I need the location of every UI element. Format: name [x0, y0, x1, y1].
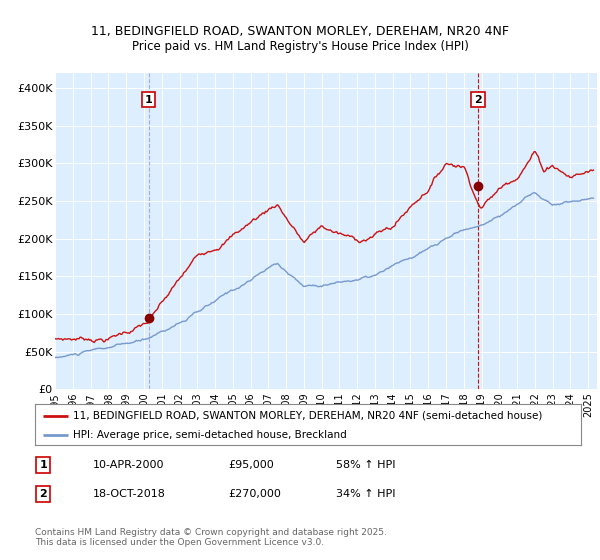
Text: 11, BEDINGFIELD ROAD, SWANTON MORLEY, DEREHAM, NR20 4NF: 11, BEDINGFIELD ROAD, SWANTON MORLEY, DE… [91, 25, 509, 38]
Text: 11, BEDINGFIELD ROAD, SWANTON MORLEY, DEREHAM, NR20 4NF (semi-detached house): 11, BEDINGFIELD ROAD, SWANTON MORLEY, DE… [73, 411, 542, 421]
Text: 2: 2 [40, 489, 47, 499]
Text: HPI: Average price, semi-detached house, Breckland: HPI: Average price, semi-detached house,… [73, 430, 347, 440]
Text: £270,000: £270,000 [228, 489, 281, 499]
Text: 1: 1 [145, 95, 152, 105]
Text: 1: 1 [40, 460, 47, 470]
Text: £95,000: £95,000 [228, 460, 274, 470]
Text: 2: 2 [474, 95, 482, 105]
Text: Contains HM Land Registry data © Crown copyright and database right 2025.
This d: Contains HM Land Registry data © Crown c… [35, 528, 386, 547]
Text: 10-APR-2000: 10-APR-2000 [93, 460, 164, 470]
Text: 34% ↑ HPI: 34% ↑ HPI [336, 489, 395, 499]
Text: 18-OCT-2018: 18-OCT-2018 [93, 489, 166, 499]
Text: 58% ↑ HPI: 58% ↑ HPI [336, 460, 395, 470]
Text: Price paid vs. HM Land Registry's House Price Index (HPI): Price paid vs. HM Land Registry's House … [131, 40, 469, 53]
